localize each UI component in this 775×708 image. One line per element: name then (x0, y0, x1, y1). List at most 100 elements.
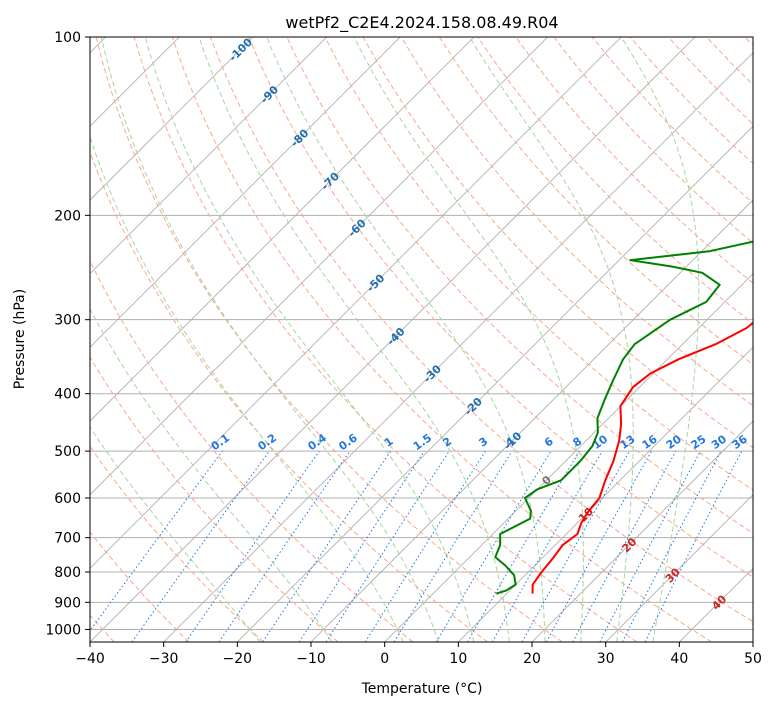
isotherm-line (90, 37, 401, 348)
isotherm-label: -10 (501, 429, 524, 452)
isotherm-line (90, 37, 622, 569)
mixing-ratio-line (185, 450, 320, 642)
mixing-ratio-line (325, 450, 450, 642)
mixing-ratio-label: 0.6 (336, 431, 360, 453)
isotherm-label: -50 (364, 271, 387, 294)
isotherm-label: -80 (288, 126, 311, 149)
mixing-ratio-line (572, 450, 677, 642)
mixing-ratio-line (90, 450, 223, 632)
x-tick-label: −30 (149, 651, 179, 667)
dry-adiabat-line (744, 37, 753, 47)
isotherm-label: 40 (709, 592, 729, 612)
isotherm-label: -40 (384, 325, 407, 348)
mixing-ratio-line (131, 450, 270, 642)
mixing-ratio-label: 36 (730, 432, 750, 452)
moist-adiabat-line (353, 37, 584, 642)
y-tick-label: 900 (54, 595, 81, 611)
y-tick-label: 600 (54, 491, 81, 507)
y-tick-label: 400 (54, 387, 81, 403)
dry-adiabat-line (248, 37, 753, 578)
isotherm-line (90, 37, 327, 275)
isotherm-line (90, 37, 475, 422)
dry-adiabat-line (90, 259, 414, 642)
x-tick-label: −40 (75, 651, 105, 667)
x-axis: −40 −30 −20 −10 0 10 20 30 40 50 (75, 642, 762, 667)
isotherm-line (310, 199, 753, 642)
moist-adiabat-line (266, 37, 546, 642)
temperature-line (531, 321, 753, 594)
y-axis-label: Pressure (hPa) (12, 289, 28, 389)
plot-frame (89, 36, 754, 643)
x-tick-label: 20 (523, 651, 541, 667)
dry-adiabat-line (668, 37, 753, 125)
dry-adiabat-line (90, 445, 264, 642)
dewpoint-line (494, 240, 753, 595)
isotherm-line (531, 420, 753, 642)
isotherm-line (605, 494, 753, 642)
mixing-ratio-label: 6 (542, 435, 556, 450)
mixing-ratio-line (393, 450, 513, 642)
isotherm-line (90, 37, 254, 201)
dry-adiabat-line (400, 37, 753, 407)
x-axis-label: Temperature (°C) (361, 681, 483, 697)
y-tick-label: 100 (54, 30, 81, 46)
mixing-ratio-label: 20 (664, 432, 684, 452)
mixing-ratio-label: 0.1 (209, 431, 232, 453)
isotherm-line (90, 37, 696, 642)
moist-adiabat-line (469, 37, 634, 642)
dry-adiabat-line (210, 37, 753, 623)
y-tick-label: 800 (54, 565, 81, 581)
mixing-ratio-label: 30 (709, 432, 729, 452)
y-tick-label: 700 (54, 531, 81, 547)
mixing-ratio-line (298, 450, 425, 642)
mixing-ratio-label: 16 (640, 432, 660, 452)
dry-adiabat-line (324, 37, 753, 491)
dry-adiabat-line (362, 37, 753, 449)
isotherm-label: -100 (226, 35, 255, 64)
x-tick-label: 30 (597, 651, 615, 667)
isotherm-label: -60 (345, 216, 368, 239)
mixing-ratio-line (218, 450, 351, 642)
profiles (494, 240, 753, 595)
y-tick-label: 1000 (45, 622, 81, 638)
chart-title: wetPf2_C2E4.2024.158.08.49.R04 (285, 13, 558, 33)
dry-adiabat-line (591, 37, 753, 204)
dry-adiabat-line (553, 37, 753, 244)
mixing-ratio-label: 3 (477, 435, 491, 450)
dry-adiabat-line (90, 150, 488, 642)
mixing-ratio-label: 25 (689, 433, 709, 452)
dry-adiabat-line (90, 356, 339, 642)
y-axis: 100 200 300 400 500 600 700 800 900 1000 (45, 30, 90, 638)
dry-adiabat-line (95, 37, 563, 642)
x-tick-label: −10 (296, 651, 326, 667)
mixing-ratio-line (262, 450, 392, 642)
mixing-ratio-line (644, 450, 743, 642)
x-tick-label: 50 (744, 651, 762, 667)
dry-adiabat-line (90, 531, 190, 642)
dry-adiabat-line (171, 37, 712, 642)
background-lines (90, 37, 753, 642)
isotherm-line (90, 37, 548, 496)
moist-adiabat-line (90, 135, 404, 642)
isotherm-line (679, 567, 753, 642)
mixing-ratio-label: 1.5 (411, 431, 434, 453)
moist-adiabat-line (144, 37, 475, 642)
mixing-ratio-line (599, 450, 701, 642)
y-tick-label: 200 (54, 208, 81, 224)
moist-adiabat-line (100, 37, 439, 642)
x-tick-label: 40 (670, 651, 688, 667)
moist-adiabat-line (620, 37, 700, 642)
mixing-ratio-line (435, 450, 552, 642)
isotherm-line (163, 52, 753, 642)
x-tick-label: −20 (223, 651, 253, 667)
isotherm-label: -70 (319, 169, 342, 192)
moist-adiabat-line (198, 37, 510, 642)
isotherm-label: -90 (258, 83, 281, 106)
isotherm-line (384, 273, 753, 642)
x-tick-label: 0 (380, 651, 389, 667)
mixing-ratio-line (545, 450, 653, 642)
dry-adiabat-line (515, 37, 753, 284)
isotherm-line (237, 125, 753, 642)
mixing-ratio-label: 0.2 (256, 431, 279, 453)
x-tick-label: 10 (449, 651, 467, 667)
